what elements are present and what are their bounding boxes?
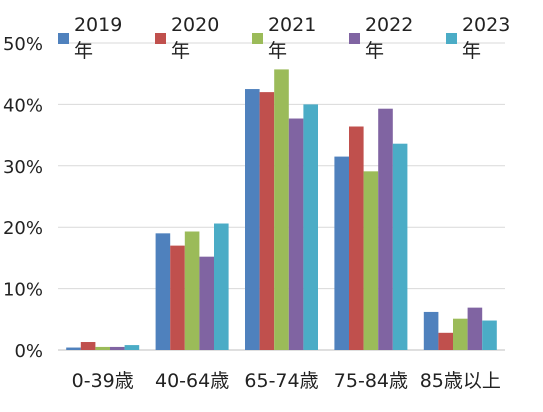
bar [467, 307, 483, 350]
legend-swatch [58, 33, 69, 44]
bar [259, 92, 275, 351]
y-tick-label: 0% [14, 341, 43, 362]
bar [155, 233, 171, 350]
y-tick-label: 30% [3, 157, 43, 178]
bar [334, 156, 349, 350]
bar [288, 118, 304, 350]
bar [349, 126, 364, 350]
bar [214, 223, 229, 350]
x-tick-label: 85歳以上 [420, 370, 501, 392]
legend: 2019年 2020年 2021年 2022年 2023年 [58, 14, 543, 63]
y-tick-label: 40% [3, 95, 43, 116]
legend-swatch [349, 33, 360, 44]
legend-swatch [446, 33, 457, 44]
bar [392, 143, 408, 350]
bar [453, 318, 468, 350]
legend-label: 2023年 [461, 14, 511, 62]
legend-item: 2022年 [349, 14, 432, 63]
bar [245, 89, 260, 351]
bar [482, 320, 497, 350]
legend-item: 2019年 [58, 14, 141, 63]
legend-item: 2023年 [446, 14, 529, 63]
bar [66, 347, 81, 350]
x-tick-label: 75-84歳 [334, 370, 408, 392]
bar [199, 256, 214, 350]
y-tick-label: 10% [3, 280, 43, 301]
bar [170, 245, 185, 350]
y-tick-label: 20% [3, 218, 43, 239]
x-tick-label: 65-74歳 [244, 370, 318, 392]
legend-swatch [155, 33, 166, 44]
bar [378, 108, 393, 350]
legend-item: 2021年 [252, 14, 335, 63]
bar [423, 311, 439, 350]
bar [110, 346, 125, 350]
x-tick-label: 40-64歳 [155, 370, 229, 392]
bar [303, 104, 318, 351]
legend-swatch [252, 33, 263, 44]
bar [184, 231, 200, 350]
y-tick-label: 50% [3, 34, 43, 55]
bar [80, 342, 96, 350]
bar [363, 171, 379, 350]
bar [438, 332, 453, 350]
x-tick-label: 0-39歳 [72, 370, 134, 392]
legend-item: 2020年 [155, 14, 238, 63]
bar [124, 345, 140, 350]
legend-label: 2020年 [170, 14, 220, 62]
bar [95, 346, 110, 350]
legend-label: 2019年 [73, 14, 123, 62]
legend-label: 2021年 [267, 14, 317, 62]
legend-label: 2022年 [364, 14, 414, 62]
bar [274, 69, 289, 350]
